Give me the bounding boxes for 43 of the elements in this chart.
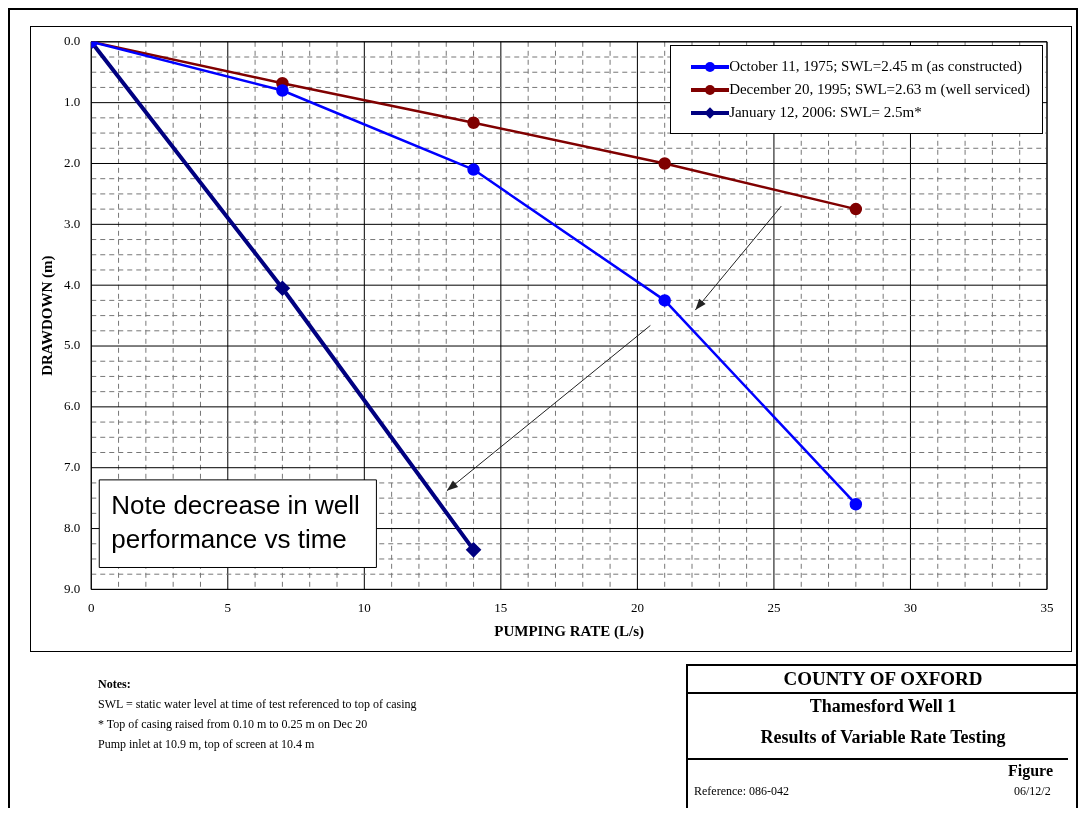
legend-label: October 11, 1975; SWL=2.45 m (as constructed) [729, 58, 1022, 75]
point [849, 202, 863, 216]
point [275, 281, 290, 296]
text: Results of Variable Rate Testing [759, 726, 1007, 748]
y-tick-label: 4.0 [64, 276, 81, 292]
point [849, 497, 863, 511]
legend-label: January 12, 2006: SWL= 2.5m* [729, 104, 922, 121]
text: Thamesford Well 1 [808, 695, 958, 717]
point [276, 84, 289, 97]
x-tick-label: 0 [88, 599, 95, 615]
x-tick-label: 25 [767, 599, 781, 615]
x-tick-label: 5 [224, 599, 232, 615]
y-tick-label: 8.0 [64, 519, 81, 535]
text: Figure [1008, 762, 1054, 780]
y-axis-title: DRAWDOWN (m) [38, 255, 56, 376]
x-tick-label: 30 [903, 599, 917, 615]
text: Notes: [98, 676, 132, 693]
text: 06/12/2 [1014, 784, 1051, 799]
y-tick-label: 7.0 [64, 459, 81, 475]
y-tick-label: 2.0 [64, 154, 81, 170]
point [466, 542, 481, 557]
y-tick-label: 0.0 [64, 33, 81, 49]
text: SWL = static water level at time of test referenced to top of casing [98, 696, 417, 713]
y-tick-label: 9.0 [64, 580, 81, 596]
text: Reference: 086-042 [694, 784, 789, 799]
annotation: Note decrease in well performance vs time [111, 489, 360, 554]
point [658, 294, 671, 307]
point [467, 116, 480, 129]
x-axis-title: PUMPING RATE (L/s) [494, 622, 644, 640]
x-tick-label: 20 [630, 599, 644, 615]
y-tick-label: 3.0 [64, 215, 81, 231]
point [467, 163, 480, 176]
text: Pump inlet at 10.9 m, top of screen at 10.4 m [98, 736, 316, 753]
point [658, 157, 671, 170]
y-tick-label: 5.0 [64, 337, 81, 353]
legend-label: December 20, 1995; SWL=2.63 m (well serviced) [729, 81, 1030, 98]
text: COUNTY OF OXFORD [688, 666, 1078, 694]
x-tick-label: 10 [357, 599, 371, 615]
y-tick-label: 6.0 [64, 398, 81, 414]
x-tick-label: 15 [494, 599, 508, 615]
text: * Top of casing raised from 0.10 m to 0.25 m on Dec 20 [98, 716, 369, 733]
x-tick-label: 35 [1040, 599, 1054, 615]
y-tick-label: 1.0 [64, 94, 81, 110]
